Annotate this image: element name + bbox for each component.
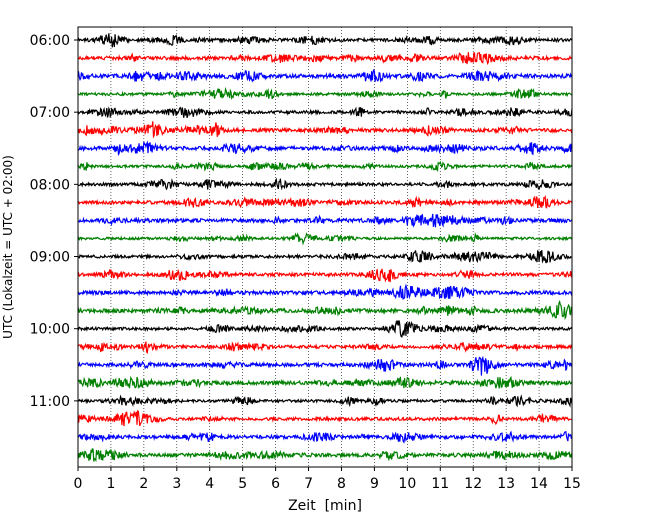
y-tick-label: 09:00 bbox=[30, 250, 70, 266]
trace-0600 bbox=[77, 33, 573, 48]
x-axis-ticks: 0 1 2 3 4 5 6 7 8 9 10 11 12 13 14 15 bbox=[74, 467, 581, 492]
x-tick-label: 10 bbox=[398, 476, 416, 492]
trace-0700 bbox=[77, 106, 573, 119]
trace-0930 bbox=[77, 283, 573, 301]
x-tick-label: 2 bbox=[139, 476, 148, 492]
trace-0945 bbox=[77, 299, 573, 321]
x-tick-label: 8 bbox=[337, 476, 346, 492]
seismic-traces bbox=[77, 33, 573, 463]
x-tick-label: 11 bbox=[431, 476, 449, 492]
x-tick-label: 9 bbox=[370, 476, 379, 492]
x-axis-label: Zeit [min] bbox=[288, 498, 362, 514]
trace-1100 bbox=[77, 394, 573, 408]
y-axis-ticks: 06:00 07:00 08:00 09:00 10:00 11:00 bbox=[30, 33, 78, 410]
trace-0645 bbox=[77, 86, 573, 101]
y-tick-label: 08:00 bbox=[30, 177, 70, 193]
y-axis-label: UTC (Lokalzeit = UTC + 02:00) bbox=[1, 155, 15, 339]
trace-0745 bbox=[77, 160, 573, 172]
trace-0815 bbox=[77, 194, 573, 209]
y-tick-label: 06:00 bbox=[30, 33, 70, 49]
x-tick-label: 0 bbox=[74, 476, 83, 492]
x-tick-label: 13 bbox=[497, 476, 515, 492]
trace-0800 bbox=[77, 177, 573, 191]
trace-0715 bbox=[77, 121, 573, 139]
y-tick-label: 10:00 bbox=[30, 322, 70, 338]
x-tick-label: 12 bbox=[464, 476, 482, 492]
trace-1015 bbox=[77, 341, 573, 354]
y-tick-label: 07:00 bbox=[30, 105, 70, 121]
x-tick-label: 1 bbox=[106, 476, 115, 492]
trace-1030 bbox=[77, 355, 573, 376]
trace-1045 bbox=[77, 375, 573, 390]
x-tick-label: 4 bbox=[205, 476, 214, 492]
x-tick-label: 3 bbox=[172, 476, 181, 492]
trace-0615 bbox=[77, 51, 573, 65]
trace-1130 bbox=[77, 430, 573, 444]
trace-0915 bbox=[77, 268, 573, 283]
x-tick-label: 15 bbox=[563, 476, 581, 492]
x-tick-label: 7 bbox=[304, 476, 313, 492]
trace-0730 bbox=[78, 140, 573, 157]
trace-0830 bbox=[77, 213, 573, 228]
x-tick-label: 6 bbox=[271, 476, 280, 492]
trace-1115 bbox=[77, 409, 573, 427]
y-tick-label: 11:00 bbox=[30, 394, 70, 410]
trace-1000 bbox=[77, 319, 573, 338]
x-tick-label: 14 bbox=[530, 476, 548, 492]
trace-0845 bbox=[77, 232, 573, 246]
grid-lines bbox=[110, 27, 540, 467]
trace-0630 bbox=[77, 68, 573, 83]
trace-1145 bbox=[78, 448, 573, 463]
trace-0900 bbox=[77, 250, 573, 264]
plot-frame bbox=[77, 26, 573, 468]
x-tick-label: 5 bbox=[238, 476, 247, 492]
